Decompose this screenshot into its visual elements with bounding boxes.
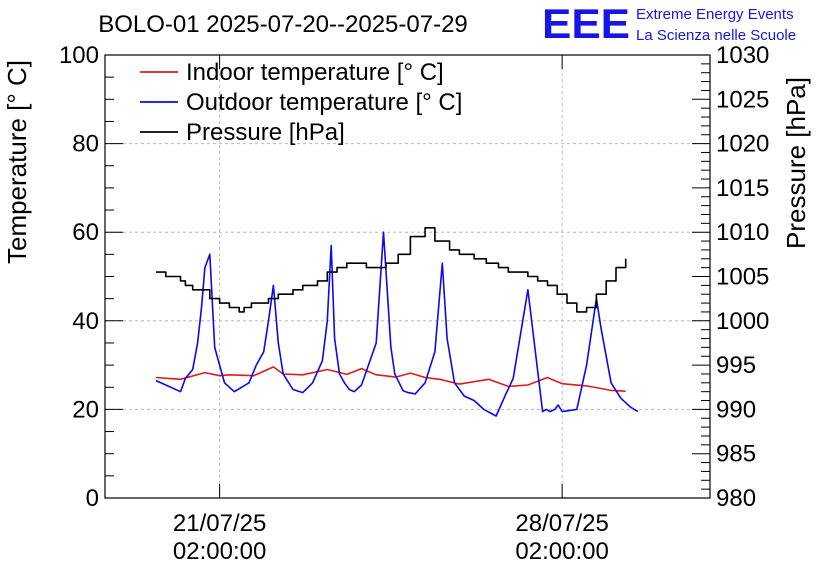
y2-tick-label: 985 bbox=[716, 441, 756, 468]
y-axis-label: Temperature [° C] bbox=[2, 60, 32, 264]
series-line-2 bbox=[156, 227, 627, 313]
eee-logo-mark: EEE bbox=[542, 0, 630, 47]
y-tick-label: 100 bbox=[59, 42, 99, 69]
y2-tick-label: 980 bbox=[716, 485, 756, 512]
x-tick-label-time: 02:00:00 bbox=[515, 538, 608, 565]
legend-label-0: Indoor temperature [° C] bbox=[186, 59, 444, 86]
x-tick-label-time: 02:00:00 bbox=[173, 538, 266, 565]
y-tick-label: 60 bbox=[72, 219, 99, 246]
y2-tick-label: 1020 bbox=[716, 131, 769, 158]
left-axis: 0 20 40 60 80 100 bbox=[59, 42, 123, 512]
y-tick-label: 80 bbox=[72, 131, 99, 158]
y-tick-label: 40 bbox=[72, 308, 99, 335]
y2-tick-label: 1000 bbox=[716, 308, 769, 335]
y2-tick-label: 1025 bbox=[716, 86, 769, 113]
x-tick-label-date: 28/07/25 bbox=[515, 510, 608, 537]
eee-logo-line1: Extreme Energy Events bbox=[636, 6, 794, 23]
eee-logo-line2: La Scienza nelle Scuole bbox=[636, 27, 796, 44]
series-line-0 bbox=[155, 366, 626, 392]
eee-logo: EEE Extreme Energy Events La Scienza nel… bbox=[542, 0, 796, 47]
y2-tick-label: 1005 bbox=[716, 264, 769, 291]
legend-label-2: Pressure [hPa] bbox=[186, 119, 345, 146]
legend: Indoor temperature [° C] Outdoor temperat… bbox=[140, 59, 462, 146]
grid-lines bbox=[105, 55, 710, 498]
y2-tick-label: 1030 bbox=[716, 42, 769, 69]
chart-title: BOLO-01 2025-07-20--2025-07-29 bbox=[98, 11, 468, 38]
y2-axis-label: Pressure [hPa] bbox=[781, 77, 811, 249]
x-tick-label-date: 21/07/25 bbox=[173, 510, 266, 537]
series-layer bbox=[155, 227, 639, 417]
y-tick-label: 0 bbox=[86, 485, 99, 512]
y2-tick-label: 1010 bbox=[716, 219, 769, 246]
y2-tick-label: 990 bbox=[716, 396, 756, 423]
legend-label-1: Outdoor temperature [° C] bbox=[186, 89, 462, 116]
y2-tick-label: 995 bbox=[716, 352, 756, 379]
right-axis: 980 985 990 995 1000 1005 1010 1015 1020 1025 1030 bbox=[692, 42, 769, 512]
y2-tick-label: 1015 bbox=[716, 175, 769, 202]
y-tick-label: 20 bbox=[72, 396, 99, 423]
series-line-1 bbox=[155, 231, 639, 417]
